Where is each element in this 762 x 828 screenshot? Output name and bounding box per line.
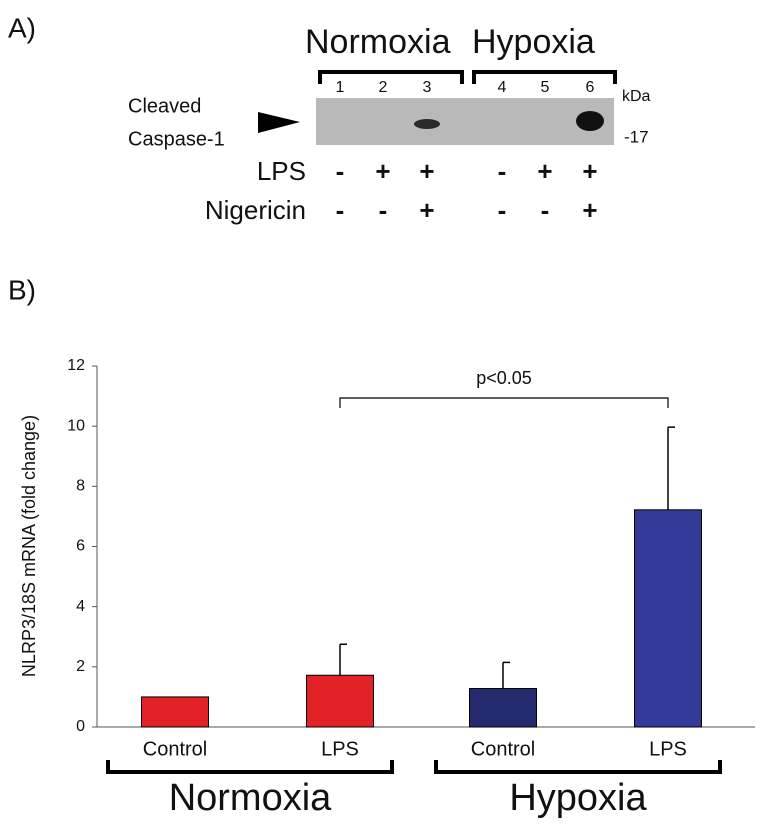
treatment-sign: - — [498, 156, 507, 186]
group-bracket — [434, 760, 722, 774]
y-tick-label: 8 — [76, 478, 85, 495]
lane-number: 4 — [498, 79, 507, 96]
annotation: p<0.05 — [476, 368, 532, 388]
unit-label: kDa — [622, 88, 651, 105]
group-bracket — [106, 760, 394, 774]
treatment-sign: - — [541, 195, 550, 225]
y-tick-label: 10 — [67, 417, 85, 434]
condition-label: Normoxia — [305, 23, 451, 61]
treatment-sign: + — [419, 195, 434, 225]
group-label: Hypoxia — [509, 777, 647, 819]
condition-label: Hypoxia — [472, 23, 595, 61]
arrow — [258, 112, 300, 133]
y-tick-label: 6 — [76, 538, 85, 555]
x-tick-label: Control — [143, 738, 207, 760]
treatment-label: Nigericin — [205, 195, 306, 225]
treatment-sign: + — [582, 195, 597, 225]
treatment-sign: - — [379, 195, 388, 225]
bar — [634, 509, 702, 728]
bracket — [318, 70, 464, 84]
error-bar — [667, 426, 675, 510]
treatment-sign: - — [336, 195, 345, 225]
bar — [141, 696, 209, 728]
bar — [306, 674, 374, 728]
lane-number: 3 — [423, 79, 432, 96]
x-tick-label: Control — [471, 738, 535, 760]
treatment-sign: + — [582, 156, 597, 186]
lane-number: 6 — [586, 79, 595, 96]
y-tick-label: 12 — [67, 357, 85, 374]
treatment-sign: - — [336, 156, 345, 186]
treatment-label: LPS — [257, 156, 306, 186]
bar — [469, 687, 537, 728]
error-bar — [502, 661, 510, 689]
band — [576, 111, 604, 131]
y-tick-label: 4 — [76, 598, 85, 615]
treatment-sign: + — [537, 156, 552, 186]
marker-label: -17 — [624, 127, 649, 146]
y-axis-label: NLRP3/18S mRNA (fold change) — [19, 415, 39, 677]
significance-bracket — [339, 397, 669, 408]
group-label: Normoxia — [169, 777, 332, 819]
treatment-sign: - — [498, 195, 507, 225]
error-bar — [339, 643, 347, 676]
treatment-sign: + — [419, 156, 434, 186]
bracket — [472, 70, 617, 84]
x-tick-label: LPS — [649, 738, 687, 760]
treatment-sign: + — [375, 156, 390, 186]
band-label: Caspase-1 — [128, 128, 225, 150]
band-label: Cleaved — [128, 95, 201, 117]
lane-number: 5 — [541, 79, 550, 96]
band — [414, 119, 440, 129]
y-tick-label: 0 — [76, 718, 85, 735]
panel-label: A) — [8, 12, 36, 43]
x-tick-label: LPS — [321, 738, 359, 760]
lane-number: 2 — [379, 79, 388, 96]
blot — [316, 98, 614, 145]
lane-number: 1 — [336, 79, 345, 96]
y-tick-label: 2 — [76, 658, 85, 675]
panel-label: B) — [8, 274, 36, 305]
